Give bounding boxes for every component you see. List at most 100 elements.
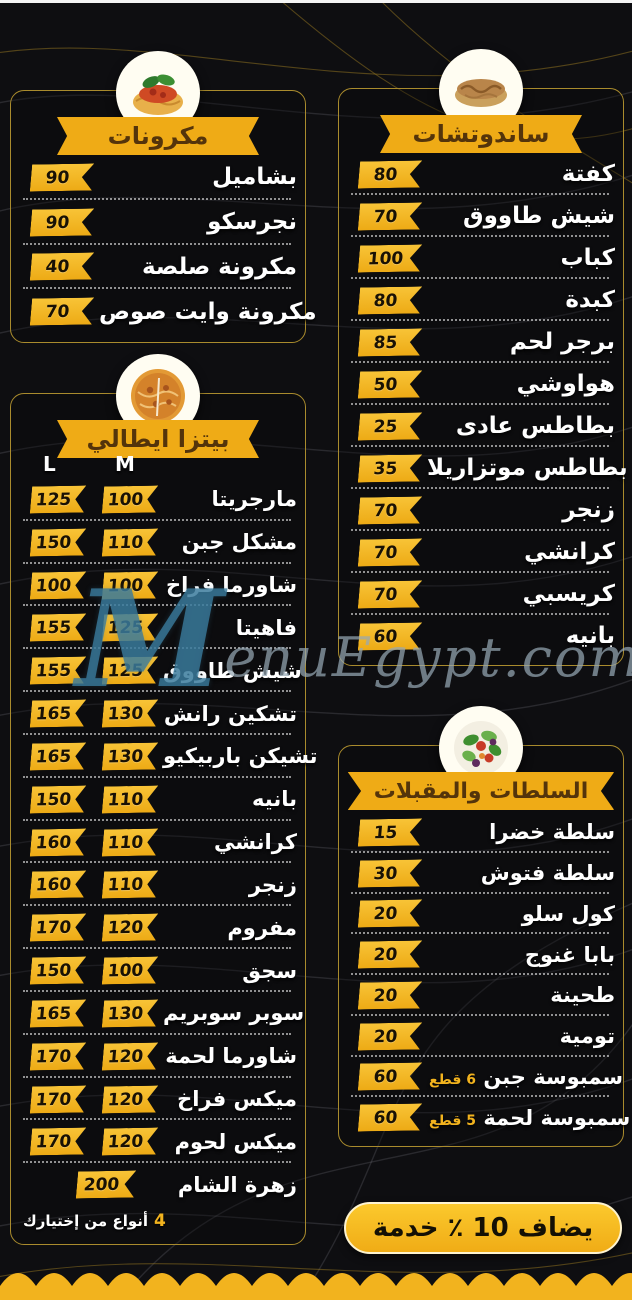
piece-count: 6 قطع [429,1071,476,1088]
price-tag: 30 [358,859,422,887]
price-tag: 20 [358,1022,422,1050]
dotted-divider [351,571,609,573]
dotted-divider [23,1161,291,1164]
menu-item-row: 20 تومية [347,1016,615,1057]
item-name: طحينة [550,983,615,1008]
section-title: مكرونات [107,122,209,150]
section-title: ساندوتشات [412,120,550,148]
dotted-divider [351,445,609,447]
menu-item-row: 20 طحينة [347,975,615,1016]
menu-item-row: 160 110 كرانشي [19,821,297,864]
dotted-divider [23,287,291,290]
price-tag-l: 150 [30,528,86,556]
size-column-headers: L M [11,452,305,476]
dotted-divider [23,775,291,778]
item-name: سلطة خضرا [489,820,615,845]
dotted-divider [23,861,291,864]
price-tag-m: 100 [102,571,158,599]
item-name: مكرونة صلصة [141,253,297,280]
item-name: ميكس لحوم [174,1129,297,1154]
item-name: شيش طاووق [163,658,302,683]
price-tag-l: 155 [30,614,86,642]
dotted-divider [351,277,609,279]
price-tag-l: 150 [30,957,86,985]
price-tag: 90 [30,208,94,236]
dotted-divider [23,561,291,564]
item-name: سلطة فتوش [480,861,615,886]
bottom-wave-border [0,1273,632,1300]
menu-item-row: 40 مكرونة صلصة [19,245,297,290]
price-tag: 80 [358,286,422,314]
dotted-divider [351,613,609,615]
item-name: بانيه [565,622,615,649]
price-tag: 15 [358,818,422,846]
menu-item-row: 165 130 تشيكن باربيكيو [19,735,318,778]
price-tag-m: 120 [102,914,158,942]
item-name: تشكين رانش [163,701,297,726]
dotted-divider [23,647,291,650]
dotted-divider [23,1118,291,1121]
dotted-divider [23,904,291,907]
item-name: زنجر [248,872,297,897]
item-name: شاورما لحمة [165,1044,297,1069]
price-tag-m: 110 [102,785,158,813]
size-m-label: M [115,452,135,476]
menu-item-row: 170 120 شاورما لحمة [19,1035,297,1078]
item-name: مشكل جبن [181,530,297,555]
item-name: كفتة [561,160,615,187]
dotted-divider [23,690,291,693]
price-tag: 20 [358,900,422,928]
price-tag-l: 165 [30,700,86,728]
dotted-divider [351,1095,609,1098]
price-tag-l: 165 [30,742,86,770]
menu-item-row: 150 110 مشكل جبن [19,521,297,564]
price-tag-l: 160 [30,828,86,856]
menu-item-row: 170 120 ميكس فراخ [19,1078,297,1121]
menu-item-row: 170 120 ميكس لحوم [19,1120,297,1164]
price-tag: 70 [358,580,422,608]
menu-item-row: 80 كفتة [347,153,615,195]
price-tag: 80 [358,160,422,188]
item-name: سجق [242,958,297,983]
dotted-divider [351,932,609,935]
item-name: مفروم [227,915,297,940]
menu-item-row: 155 125 فاهيتا [19,606,297,650]
price-tag: 20 [358,981,422,1009]
section-title-ribbon: السلطات والمقبلات [347,772,615,810]
item-name: نجرسكو [207,209,297,236]
dotted-divider [351,193,609,195]
price-tag-l: 170 [30,1128,86,1156]
item-name: فاهيتا [235,615,297,640]
price-tag-m: 100 [102,485,158,513]
menu-item-row: 70 شيش طاووق [347,195,615,237]
item-name: مكرونة وايت صوص [99,298,317,325]
dotted-divider [351,891,609,894]
price-tag-l: 125 [30,485,86,513]
price-tag: 70 [358,202,422,230]
price-tag-l: 160 [30,871,86,899]
dotted-divider [23,947,291,950]
price-tag-l: 170 [30,1042,86,1070]
price-tag: 50 [358,370,422,398]
item-name: بابا غنوج [524,942,615,967]
menu-item-row: 85 برجر لحم [347,321,615,363]
dotted-divider [351,1054,609,1057]
item-name: سمبوسة لحمة 5 قطع [421,1107,630,1129]
menu-item-row: 15 سلطة خضرا [347,812,615,853]
note-number: 4 [154,1211,166,1232]
special-item-note: 4 أنواع من إختيارك [19,1206,297,1236]
item-name: تومية [559,1024,615,1049]
menu-item-row: 90 بشاميل [19,155,297,200]
price-tag-l: 100 [30,571,86,599]
dotted-divider [23,818,291,821]
item-name: مارجريتا [211,487,297,512]
menu-item-row: 150 100 سجق [19,949,297,992]
price-tag-m: 120 [102,1085,158,1113]
menu-item-row: 35 بطاطس موتزاريلا [347,447,628,489]
price-tag-m: 110 [102,871,158,899]
dotted-divider [351,403,609,405]
section-title: بيتزا ايطالي [86,425,230,453]
item-name: بطاطس موتزاريلا [427,454,628,481]
menu-item-row: 70 كرانشي [347,531,615,573]
